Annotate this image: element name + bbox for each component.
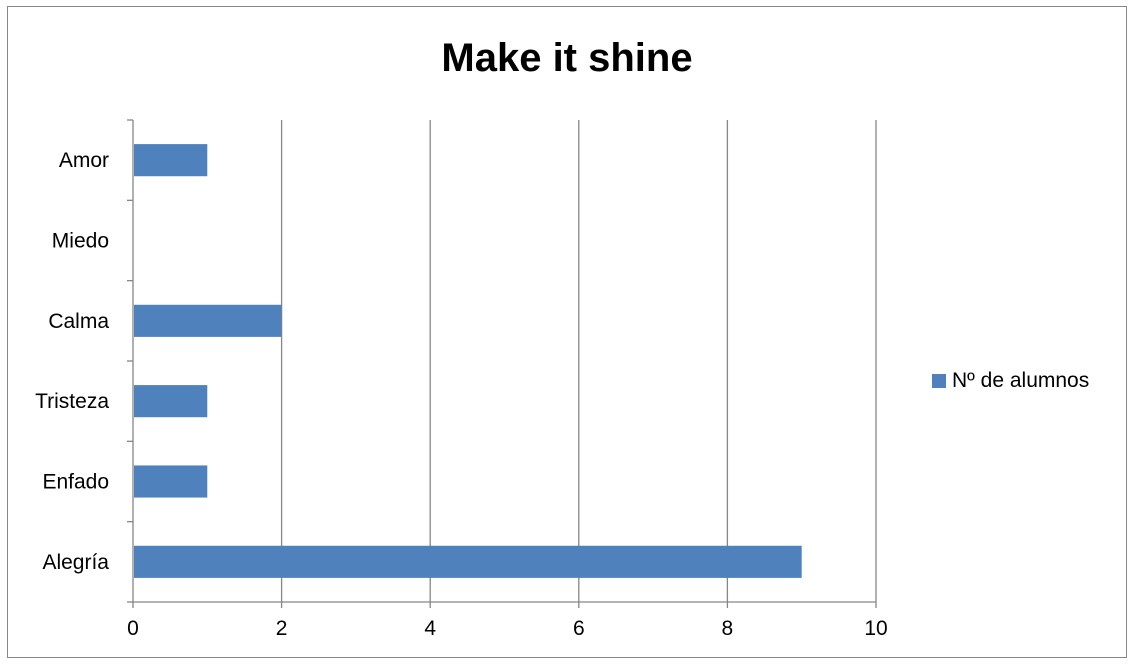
gridlines [280, 120, 877, 602]
y-category-label: Alegría [42, 551, 109, 574]
tick-labels: 0 2 4 6 8 10 Alegría Enfado Tristeza Calma Miedo Am… [35, 149, 888, 640]
x-tick-label: 8 [722, 617, 734, 640]
legend-label: Nº de alumnos [952, 369, 1090, 392]
axes [127, 119, 877, 608]
bar-2 [134, 385, 208, 418]
y-category-label: Tristeza [35, 390, 109, 413]
bar-1 [134, 465, 208, 498]
x-tick-label: 2 [276, 617, 288, 640]
y-category-label: Amor [59, 149, 109, 172]
bar-0 [134, 545, 802, 578]
legend: Nº de alumnos [932, 369, 1089, 393]
bars [134, 144, 802, 578]
y-category-label: Miedo [52, 230, 109, 253]
y-category-label: Calma [48, 310, 109, 333]
x-tick-label: 10 [864, 617, 887, 640]
y-category-label: Enfado [42, 471, 109, 494]
x-tick-label: 4 [424, 617, 436, 640]
bar-3 [134, 304, 282, 337]
legend-swatch [932, 374, 946, 388]
x-tick-label: 6 [573, 617, 585, 640]
bar-5 [134, 144, 208, 177]
x-tick-label: 0 [127, 617, 139, 640]
chart-title: Make it shine [441, 36, 693, 80]
